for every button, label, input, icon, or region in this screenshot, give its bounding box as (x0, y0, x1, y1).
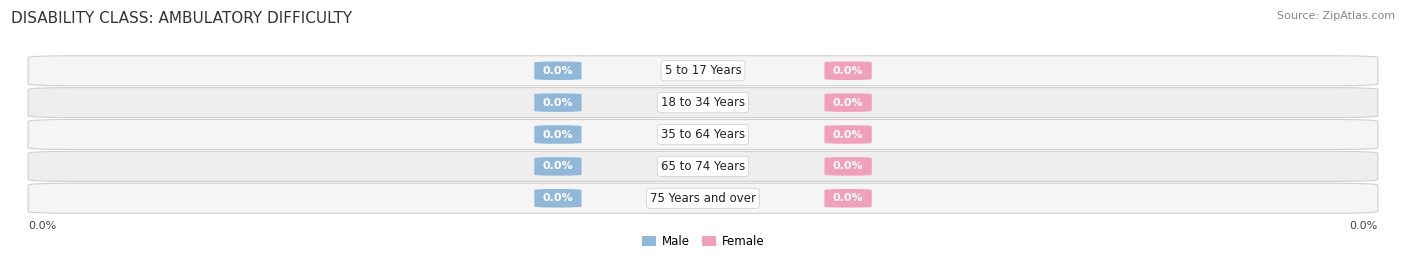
Text: 0.0%: 0.0% (543, 66, 574, 76)
Text: 0.0%: 0.0% (832, 161, 863, 171)
FancyBboxPatch shape (28, 88, 1378, 118)
FancyBboxPatch shape (28, 183, 1378, 213)
FancyBboxPatch shape (824, 157, 872, 176)
FancyBboxPatch shape (28, 56, 1378, 86)
Text: 0.0%: 0.0% (1350, 221, 1378, 231)
FancyBboxPatch shape (28, 119, 1378, 150)
FancyBboxPatch shape (534, 93, 582, 112)
FancyBboxPatch shape (534, 189, 582, 207)
FancyBboxPatch shape (824, 125, 872, 144)
Text: 18 to 34 Years: 18 to 34 Years (661, 96, 745, 109)
Text: 65 to 74 Years: 65 to 74 Years (661, 160, 745, 173)
Text: 0.0%: 0.0% (543, 193, 574, 203)
Text: 0.0%: 0.0% (543, 98, 574, 108)
Text: 0.0%: 0.0% (832, 66, 863, 76)
Text: 0.0%: 0.0% (543, 129, 574, 140)
FancyBboxPatch shape (534, 157, 582, 176)
FancyBboxPatch shape (824, 62, 872, 80)
FancyBboxPatch shape (824, 93, 872, 112)
Text: 0.0%: 0.0% (832, 98, 863, 108)
Text: 0.0%: 0.0% (832, 129, 863, 140)
Text: 0.0%: 0.0% (832, 193, 863, 203)
FancyBboxPatch shape (28, 151, 1378, 181)
FancyBboxPatch shape (534, 125, 582, 144)
Text: 75 Years and over: 75 Years and over (650, 192, 756, 205)
Legend: Male, Female: Male, Female (637, 230, 769, 253)
FancyBboxPatch shape (534, 62, 582, 80)
Text: Source: ZipAtlas.com: Source: ZipAtlas.com (1277, 11, 1395, 21)
Text: 0.0%: 0.0% (28, 221, 56, 231)
Text: 5 to 17 Years: 5 to 17 Years (665, 64, 741, 77)
FancyBboxPatch shape (824, 189, 872, 207)
Text: 35 to 64 Years: 35 to 64 Years (661, 128, 745, 141)
Text: DISABILITY CLASS: AMBULATORY DIFFICULTY: DISABILITY CLASS: AMBULATORY DIFFICULTY (11, 11, 353, 26)
Text: 0.0%: 0.0% (543, 161, 574, 171)
